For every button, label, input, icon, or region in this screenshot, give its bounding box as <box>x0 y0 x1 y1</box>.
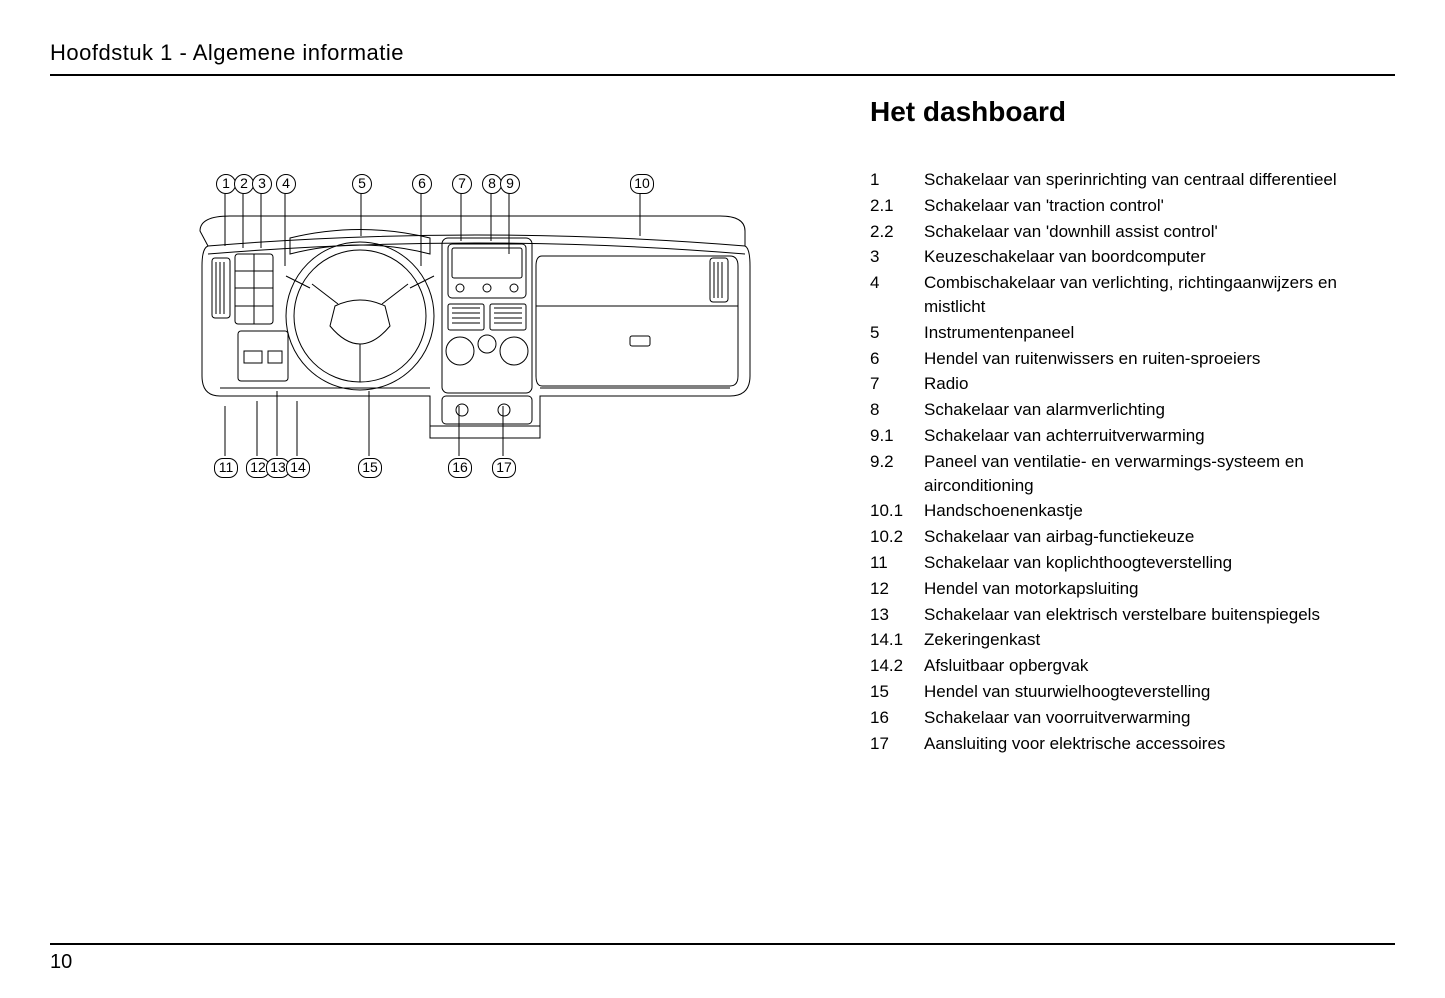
callout-number: 17 <box>492 458 516 478</box>
legend-text: Hendel van ruitenwissers en ruiten-sproe… <box>924 347 1395 371</box>
legend-row: 4Combischakelaar van verlichting, richti… <box>870 271 1395 319</box>
legend-row: 11Schakelaar van koplichthoogteverstelli… <box>870 551 1395 575</box>
legend-number: 9.2 <box>870 450 924 498</box>
legend-row: 10.1Handschoenenkastje <box>870 499 1395 523</box>
legend-number: 8 <box>870 398 924 422</box>
legend-row: 17Aansluiting voor elektrische accessoir… <box>870 732 1395 756</box>
legend-row: 9.1Schakelaar van achterruitverwarming <box>870 424 1395 448</box>
legend-number: 4 <box>870 271 924 319</box>
content-row: 12345678910 <box>50 96 1395 757</box>
callout-number: 5 <box>352 174 372 194</box>
legend-text: Schakelaar van alarmverlichting <box>924 398 1395 422</box>
callout-number: 14 <box>286 458 310 478</box>
legend-row: 6Hendel van ruitenwissers en ruiten-spro… <box>870 347 1395 371</box>
legend-table: 1Schakelaar van sperinrichting van centr… <box>870 168 1395 755</box>
legend-number: 13 <box>870 603 924 627</box>
legend-number: 1 <box>870 168 924 192</box>
callout-number: 2 <box>234 174 254 194</box>
legend-text: Schakelaar van airbag-functiekeuze <box>924 525 1395 549</box>
legend-text: Zekeringenkast <box>924 628 1395 652</box>
legend-number: 14.2 <box>870 654 924 678</box>
legend-text: Instrumentenpaneel <box>924 321 1395 345</box>
legend-row: 1Schakelaar van sperinrichting van centr… <box>870 168 1395 192</box>
legend-text: Afsluitbaar opbergvak <box>924 654 1395 678</box>
callout-number: 15 <box>358 458 382 478</box>
legend-number: 10.1 <box>870 499 924 523</box>
legend-text: Paneel van ventilatie- en verwarmings-sy… <box>924 450 1395 498</box>
legend-row: 10.2Schakelaar van airbag-functiekeuze <box>870 525 1395 549</box>
section-title: Het dashboard <box>870 96 1395 128</box>
legend-column: Het dashboard 1Schakelaar van sperinrich… <box>830 96 1395 757</box>
legend-number: 9.1 <box>870 424 924 448</box>
legend-row: 9.2Paneel van ventilatie- en verwarmings… <box>870 450 1395 498</box>
legend-row: 15Hendel van stuurwielhoogteverstelling <box>870 680 1395 704</box>
callout-number: 6 <box>412 174 432 194</box>
dashboard-svg <box>190 176 760 496</box>
legend-row: 16Schakelaar van voorruitverwarming <box>870 706 1395 730</box>
legend-number: 3 <box>870 245 924 269</box>
legend-number: 16 <box>870 706 924 730</box>
legend-number: 2.2 <box>870 220 924 244</box>
legend-text: Hendel van motorkapsluiting <box>924 577 1395 601</box>
legend-text: Schakelaar van voorruitverwarming <box>924 706 1395 730</box>
legend-number: 11 <box>870 551 924 575</box>
callout-number: 1 <box>216 174 236 194</box>
legend-text: Schakelaar van achterruitverwarming <box>924 424 1395 448</box>
legend-number: 14.1 <box>870 628 924 652</box>
dashboard-diagram: 1234 5 6789 10 <box>190 176 760 496</box>
legend-row: 7Radio <box>870 372 1395 396</box>
legend-number: 10.2 <box>870 525 924 549</box>
legend-number: 12 <box>870 577 924 601</box>
legend-text: Schakelaar van koplichthoogteverstelling <box>924 551 1395 575</box>
legend-text: Schakelaar van 'downhill assist control' <box>924 220 1395 244</box>
legend-number: 5 <box>870 321 924 345</box>
legend-number: 6 <box>870 347 924 371</box>
legend-text: Keuzeschakelaar van boordcomputer <box>924 245 1395 269</box>
legend-text: Schakelaar van sperinrichting van centra… <box>924 168 1395 192</box>
manual-page: Hoofdstuk 1 - Algemene informatie 123456… <box>0 0 1445 998</box>
legend-number: 2.1 <box>870 194 924 218</box>
diagram-column: 1234 5 6789 10 <box>50 96 830 757</box>
callout-number: 7 <box>452 174 472 194</box>
legend-number: 15 <box>870 680 924 704</box>
legend-row: 5Instrumentenpaneel <box>870 321 1395 345</box>
legend-text: Schakelaar van 'traction control' <box>924 194 1395 218</box>
legend-row: 3Keuzeschakelaar van boordcomputer <box>870 245 1395 269</box>
callout-number: 11 <box>214 458 238 478</box>
callout-number: 3 <box>252 174 272 194</box>
page-number: 10 <box>50 943 1395 974</box>
callout-number: 4 <box>276 174 296 194</box>
legend-row: 2.1Schakelaar van 'traction control' <box>870 194 1395 218</box>
callout-number: 9 <box>500 174 520 194</box>
legend-row: 14.2Afsluitbaar opbergvak <box>870 654 1395 678</box>
callout-number: 8 <box>482 174 502 194</box>
legend-text: Hendel van stuurwielhoogteverstelling <box>924 680 1395 704</box>
legend-text: Combischakelaar van verlichting, richtin… <box>924 271 1395 319</box>
legend-number: 7 <box>870 372 924 396</box>
legend-row: 2.2Schakelaar van 'downhill assist contr… <box>870 220 1395 244</box>
legend-row: 8Schakelaar van alarmverlichting <box>870 398 1395 422</box>
legend-row: 13Schakelaar van elektrisch verstelbare … <box>870 603 1395 627</box>
legend-text: Handschoenenkastje <box>924 499 1395 523</box>
callout-number: 16 <box>448 458 472 478</box>
legend-row: 12Hendel van motorkapsluiting <box>870 577 1395 601</box>
legend-text: Schakelaar van elektrisch verstelbare bu… <box>924 603 1395 627</box>
legend-number: 17 <box>870 732 924 756</box>
callout-number: 10 <box>630 174 654 194</box>
legend-row: 14.1Zekeringenkast <box>870 628 1395 652</box>
legend-text: Radio <box>924 372 1395 396</box>
legend-text: Aansluiting voor elektrische accessoires <box>924 732 1395 756</box>
chapter-header: Hoofdstuk 1 - Algemene informatie <box>50 40 1395 76</box>
